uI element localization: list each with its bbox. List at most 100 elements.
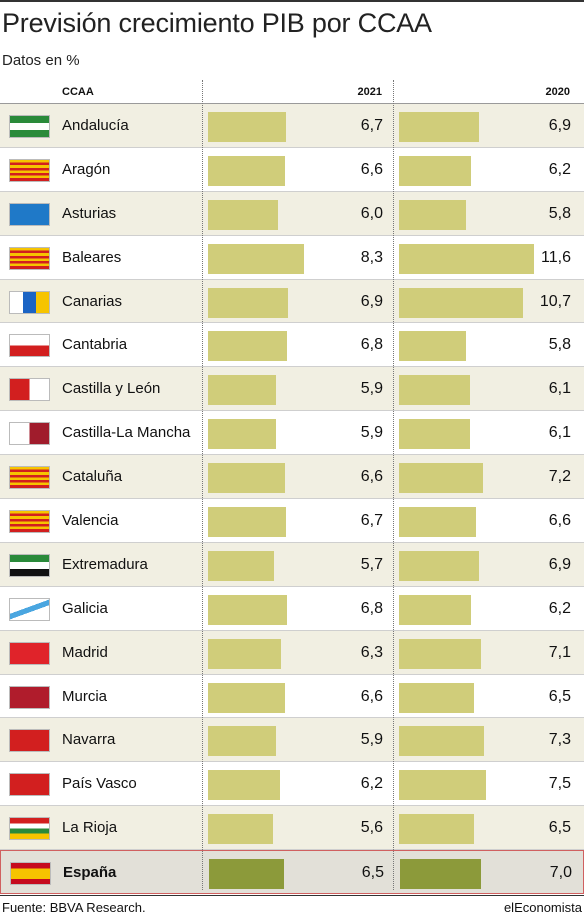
region-name: Cantabria (62, 336, 128, 354)
table-row: Castilla y León 5,9 6,1 (0, 367, 584, 412)
table-row: Castilla-La Mancha 5,9 6,1 (0, 411, 584, 456)
table-row: Canarias 6,9 10,7 (0, 279, 584, 324)
region-name: Asturias (62, 204, 117, 222)
value-label-2021: 6,6 (360, 468, 383, 486)
table-row: Andalucía 6,7 6,9 (0, 104, 584, 148)
bar-2021 (208, 726, 277, 757)
bar-2021 (208, 287, 289, 318)
bar-2020 (399, 594, 471, 625)
flag-icon (9, 510, 50, 534)
table-row: La Rioja 5,6 6,5 (0, 806, 584, 851)
region-name: La Rioja (62, 819, 118, 837)
region-name: Andalucía (62, 117, 129, 134)
value-label-2021: 8,3 (360, 248, 383, 266)
table-row-total: España 6,5 7,0 (0, 850, 584, 895)
bar-2020 (399, 507, 476, 538)
flag-icon (9, 817, 50, 841)
table-row: Valencia 6,7 6,6 (0, 499, 584, 543)
bar-2020 (399, 419, 470, 450)
source-note: Fuente: BBVA Research. (2, 900, 146, 915)
flag-icon (9, 553, 50, 577)
table-row: Baleares 8,3 11,6 (0, 236, 584, 280)
bar-2020 (399, 814, 475, 845)
value-label-2020: 6,5 (548, 819, 571, 837)
value-label-2020: 10,7 (539, 292, 571, 310)
value-label-2021: 6,0 (360, 204, 383, 222)
column-header-region: CCAA (62, 86, 94, 98)
bar-2021 (208, 682, 285, 713)
value-label-2020: 5,8 (548, 204, 571, 222)
value-label-2021: 6,6 (360, 160, 383, 178)
table-row: Navarra 5,9 7,3 (0, 718, 584, 763)
flag-icon (9, 685, 50, 709)
value-label-2021: 6,7 (360, 512, 383, 530)
flag-icon (9, 466, 50, 490)
bar-2020 (399, 770, 486, 801)
value-label-2020: 6,2 (548, 160, 571, 178)
bar-2020 (399, 682, 475, 713)
flag-icon (9, 729, 50, 753)
value-label-2020: 6,2 (548, 599, 571, 617)
bar-2020 (399, 463, 483, 494)
value-label-2021: 6,8 (360, 599, 383, 617)
value-label-2020: 7,5 (548, 775, 571, 793)
bar-2021 (208, 243, 305, 274)
table-body: Andalucía 6,7 6,9 Aragón 6,6 6,2 Asturias 6,0 5,… (0, 104, 584, 895)
region-name: Navarra (62, 731, 116, 749)
flag-icon (9, 334, 50, 358)
value-label-2020: 7,1 (548, 643, 571, 661)
bar-2020 (399, 726, 484, 757)
value-label-2020: 6,9 (548, 117, 571, 134)
value-label-2021: 5,6 (360, 819, 383, 837)
bar-2020 (400, 859, 482, 890)
bar-2020 (399, 375, 470, 406)
value-label-2020: 6,6 (548, 512, 571, 530)
value-label-2020: 7,2 (548, 468, 571, 486)
table-row: País Vasco 6,2 7,5 (0, 762, 584, 807)
bar-2020 (399, 199, 467, 230)
table-row: Cataluña 6,6 7,2 (0, 455, 584, 500)
value-label-2021: 5,9 (360, 424, 383, 442)
bar-2020 (399, 550, 480, 581)
table-row: Extremadura 5,7 6,9 (0, 542, 584, 587)
flag-icon (10, 862, 51, 886)
value-label-2021: 6,7 (360, 117, 383, 134)
region-name: País Vasco (62, 775, 137, 793)
column-header-2020: 2020 (545, 86, 570, 98)
bar-2021 (208, 814, 273, 845)
bar-2021 (208, 507, 286, 538)
value-label-2020: 6,5 (548, 687, 571, 705)
region-name: Cataluña (62, 468, 123, 486)
region-name: Aragón (62, 160, 111, 178)
bar-2021 (208, 375, 277, 406)
table-row: Aragón 6,6 6,2 (0, 148, 584, 192)
flag-icon (9, 641, 50, 665)
bottom-rule (0, 895, 584, 896)
column-header-2021: 2021 (357, 86, 382, 98)
bar-2020 (399, 287, 524, 318)
data-table: CCAA 2021 2020 Andalucía 6,7 6,9 Aragón 6,6 6… (0, 80, 584, 895)
value-label-2021: 5,9 (360, 731, 383, 749)
bar-2021 (208, 638, 282, 669)
region-name: Baleares (62, 248, 122, 266)
table-row: Madrid 6,3 7,1 (0, 630, 584, 675)
bar-2020 (399, 243, 534, 274)
value-label-2020: 6,1 (548, 424, 571, 442)
top-rule (0, 0, 584, 2)
bar-2021 (208, 594, 287, 625)
chart-title: Previsión crecimiento PIB por CCAA (2, 8, 432, 38)
value-label-2021: 6,6 (360, 687, 383, 705)
region-name: Castilla y León (62, 380, 161, 398)
flag-icon (9, 158, 50, 182)
bar-2021 (208, 331, 287, 362)
value-label-2021: 5,7 (360, 555, 383, 573)
flag-icon (9, 246, 50, 270)
value-label-2020: 6,9 (548, 555, 571, 573)
bar-2021 (208, 155, 285, 186)
region-name: Murcia (62, 687, 108, 705)
region-name: Canarias (62, 292, 123, 310)
table-row: Asturias 6,0 5,8 (0, 191, 584, 236)
brand-logo: elEconomista (503, 900, 582, 915)
table-row: Cantabria 6,8 5,8 (0, 323, 584, 368)
bar-2021 (208, 199, 278, 230)
